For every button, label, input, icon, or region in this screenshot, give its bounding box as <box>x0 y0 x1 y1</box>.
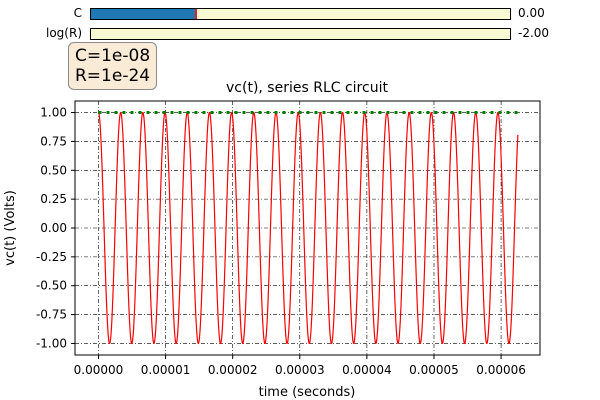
y-tick-label: 0.25 <box>40 192 67 206</box>
slider-log-r-label: log(R) <box>46 26 82 40</box>
y-tick-label: 0.50 <box>40 163 67 177</box>
y-tick-label: 0.75 <box>40 134 67 148</box>
chart-title: vc(t), series RLC circuit <box>226 80 388 96</box>
y-tick-label: -0.50 <box>36 279 67 293</box>
y-tick-label: -0.25 <box>36 250 67 264</box>
slider-c-track[interactable] <box>90 8 511 20</box>
y-tick-label: -1.00 <box>36 336 67 350</box>
x-tick-label: 0.00001 <box>141 363 191 377</box>
x-tick-label: 0.00006 <box>476 363 526 377</box>
y-tick-label: 1.00 <box>40 106 67 120</box>
slider-log-r-track[interactable] <box>90 28 511 40</box>
x-tick-label: 0.00002 <box>208 363 258 377</box>
slider-c-value: 0.00 <box>518 6 545 20</box>
x-tick-label: 0.00004 <box>342 363 392 377</box>
x-tick-label: 0.00000 <box>74 363 124 377</box>
x-tick-label: 0.00003 <box>275 363 325 377</box>
y-axis-label: vc(t) (Volts) <box>3 190 18 266</box>
ticks: 0.00000 0.00001 0.00002 0.00003 0.00004 0.000… <box>36 106 526 377</box>
slider-c-marker[interactable] <box>194 9 197 19</box>
x-axis-label: time (seconds) <box>259 385 356 400</box>
parameter-info-box: C=1e-08 R=1e-24 <box>68 42 158 90</box>
y-tick-label: 0.00 <box>40 221 67 235</box>
series <box>98 111 519 345</box>
series-line-vc <box>98 111 519 345</box>
info-resistance: R=1e-24 <box>75 66 151 86</box>
slider-log-r-value: -2.00 <box>518 26 550 40</box>
y-tick-label: -0.75 <box>36 308 67 322</box>
slider-c-fill <box>91 9 196 19</box>
x-tick-label: 0.00005 <box>409 363 459 377</box>
slider-c-label: C <box>73 6 82 20</box>
info-capacitance: C=1e-08 <box>75 46 151 66</box>
